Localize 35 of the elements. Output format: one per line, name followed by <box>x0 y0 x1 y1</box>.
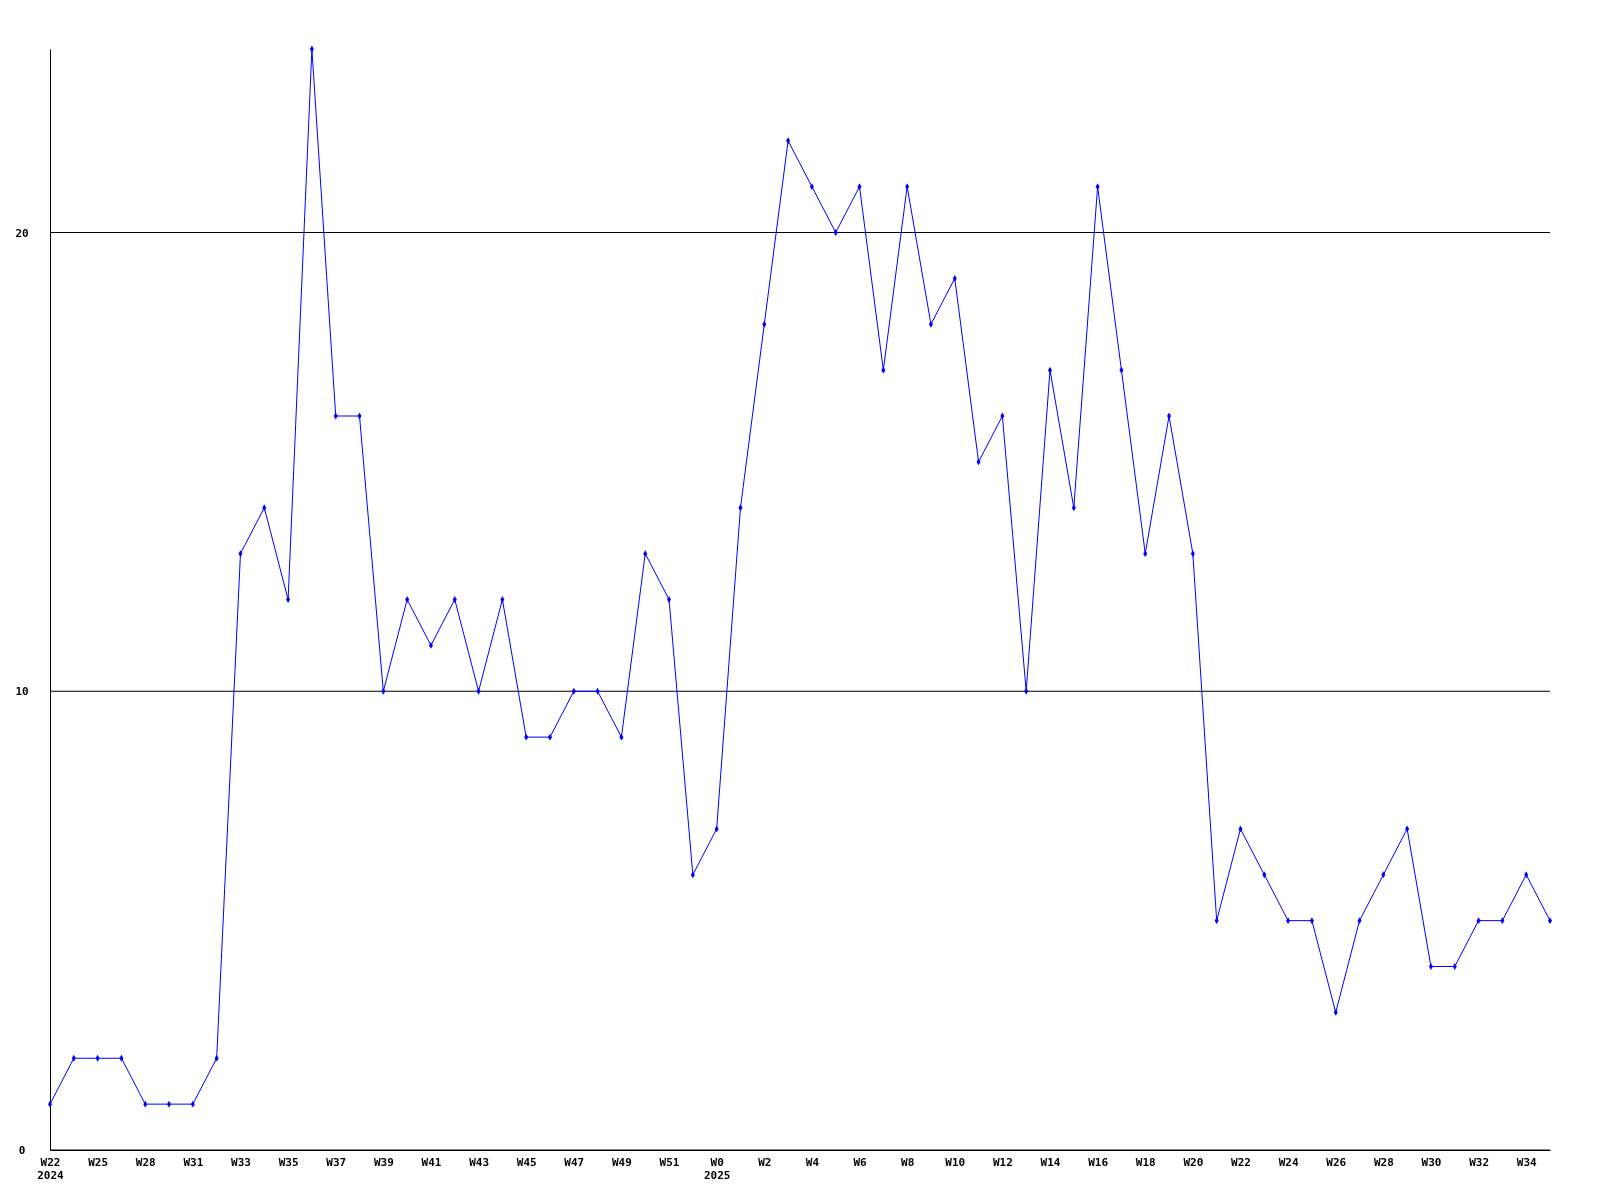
x-tick-label: W31 <box>183 1155 204 1169</box>
x-tick-label: W12 <box>992 1155 1013 1169</box>
y-tick-label: 10 <box>15 685 29 699</box>
x-tick-label: W37 <box>326 1155 347 1169</box>
x-tick-label: W4 <box>805 1155 820 1169</box>
x-tick-label: W43 <box>469 1155 490 1169</box>
x-tick-label: W30 <box>1421 1155 1442 1169</box>
x-tick-label: W34 <box>1516 1155 1537 1169</box>
x-tick-label: W20 <box>1183 1155 1204 1169</box>
x-tick-label: W49 <box>611 1155 632 1169</box>
x-tick-label: W28 <box>135 1155 156 1169</box>
x-tick-label: W22 <box>1231 1155 1251 1169</box>
x-tick-label: W35 <box>278 1155 299 1169</box>
x-tick-label: W8 <box>901 1155 915 1169</box>
x-tick-label: W24 <box>1278 1155 1299 1169</box>
x-tick-label: W14 <box>1040 1155 1061 1169</box>
x-tick-label: W47 <box>564 1155 585 1169</box>
x-tick-label: W25 <box>88 1155 109 1169</box>
x-tick-label: W18 <box>1135 1155 1156 1169</box>
x-tick-label: W0 2025 <box>703 1155 731 1183</box>
x-tick-label: W16 <box>1088 1155 1109 1169</box>
x-tick-label: W41 <box>421 1155 442 1169</box>
x-tick-label: W39 <box>373 1155 394 1169</box>
x-tick-label: W51 <box>659 1155 680 1169</box>
x-tick-label: W33 <box>231 1155 251 1169</box>
y-tick-label: 20 <box>15 226 29 240</box>
x-tick-label: W28 <box>1373 1155 1394 1169</box>
x-tick-label: W45 <box>516 1155 537 1169</box>
x-tick-label: W22 2024 <box>37 1155 65 1183</box>
y-tick-label: 0 <box>18 1144 26 1158</box>
x-tick-label: W10 <box>945 1155 966 1169</box>
x-tick-label: W26 <box>1326 1155 1347 1169</box>
x-tick-label: W6 <box>853 1155 868 1169</box>
x-tick-label: W32 <box>1469 1155 1490 1169</box>
x-tick-label: W2 <box>758 1155 772 1169</box>
